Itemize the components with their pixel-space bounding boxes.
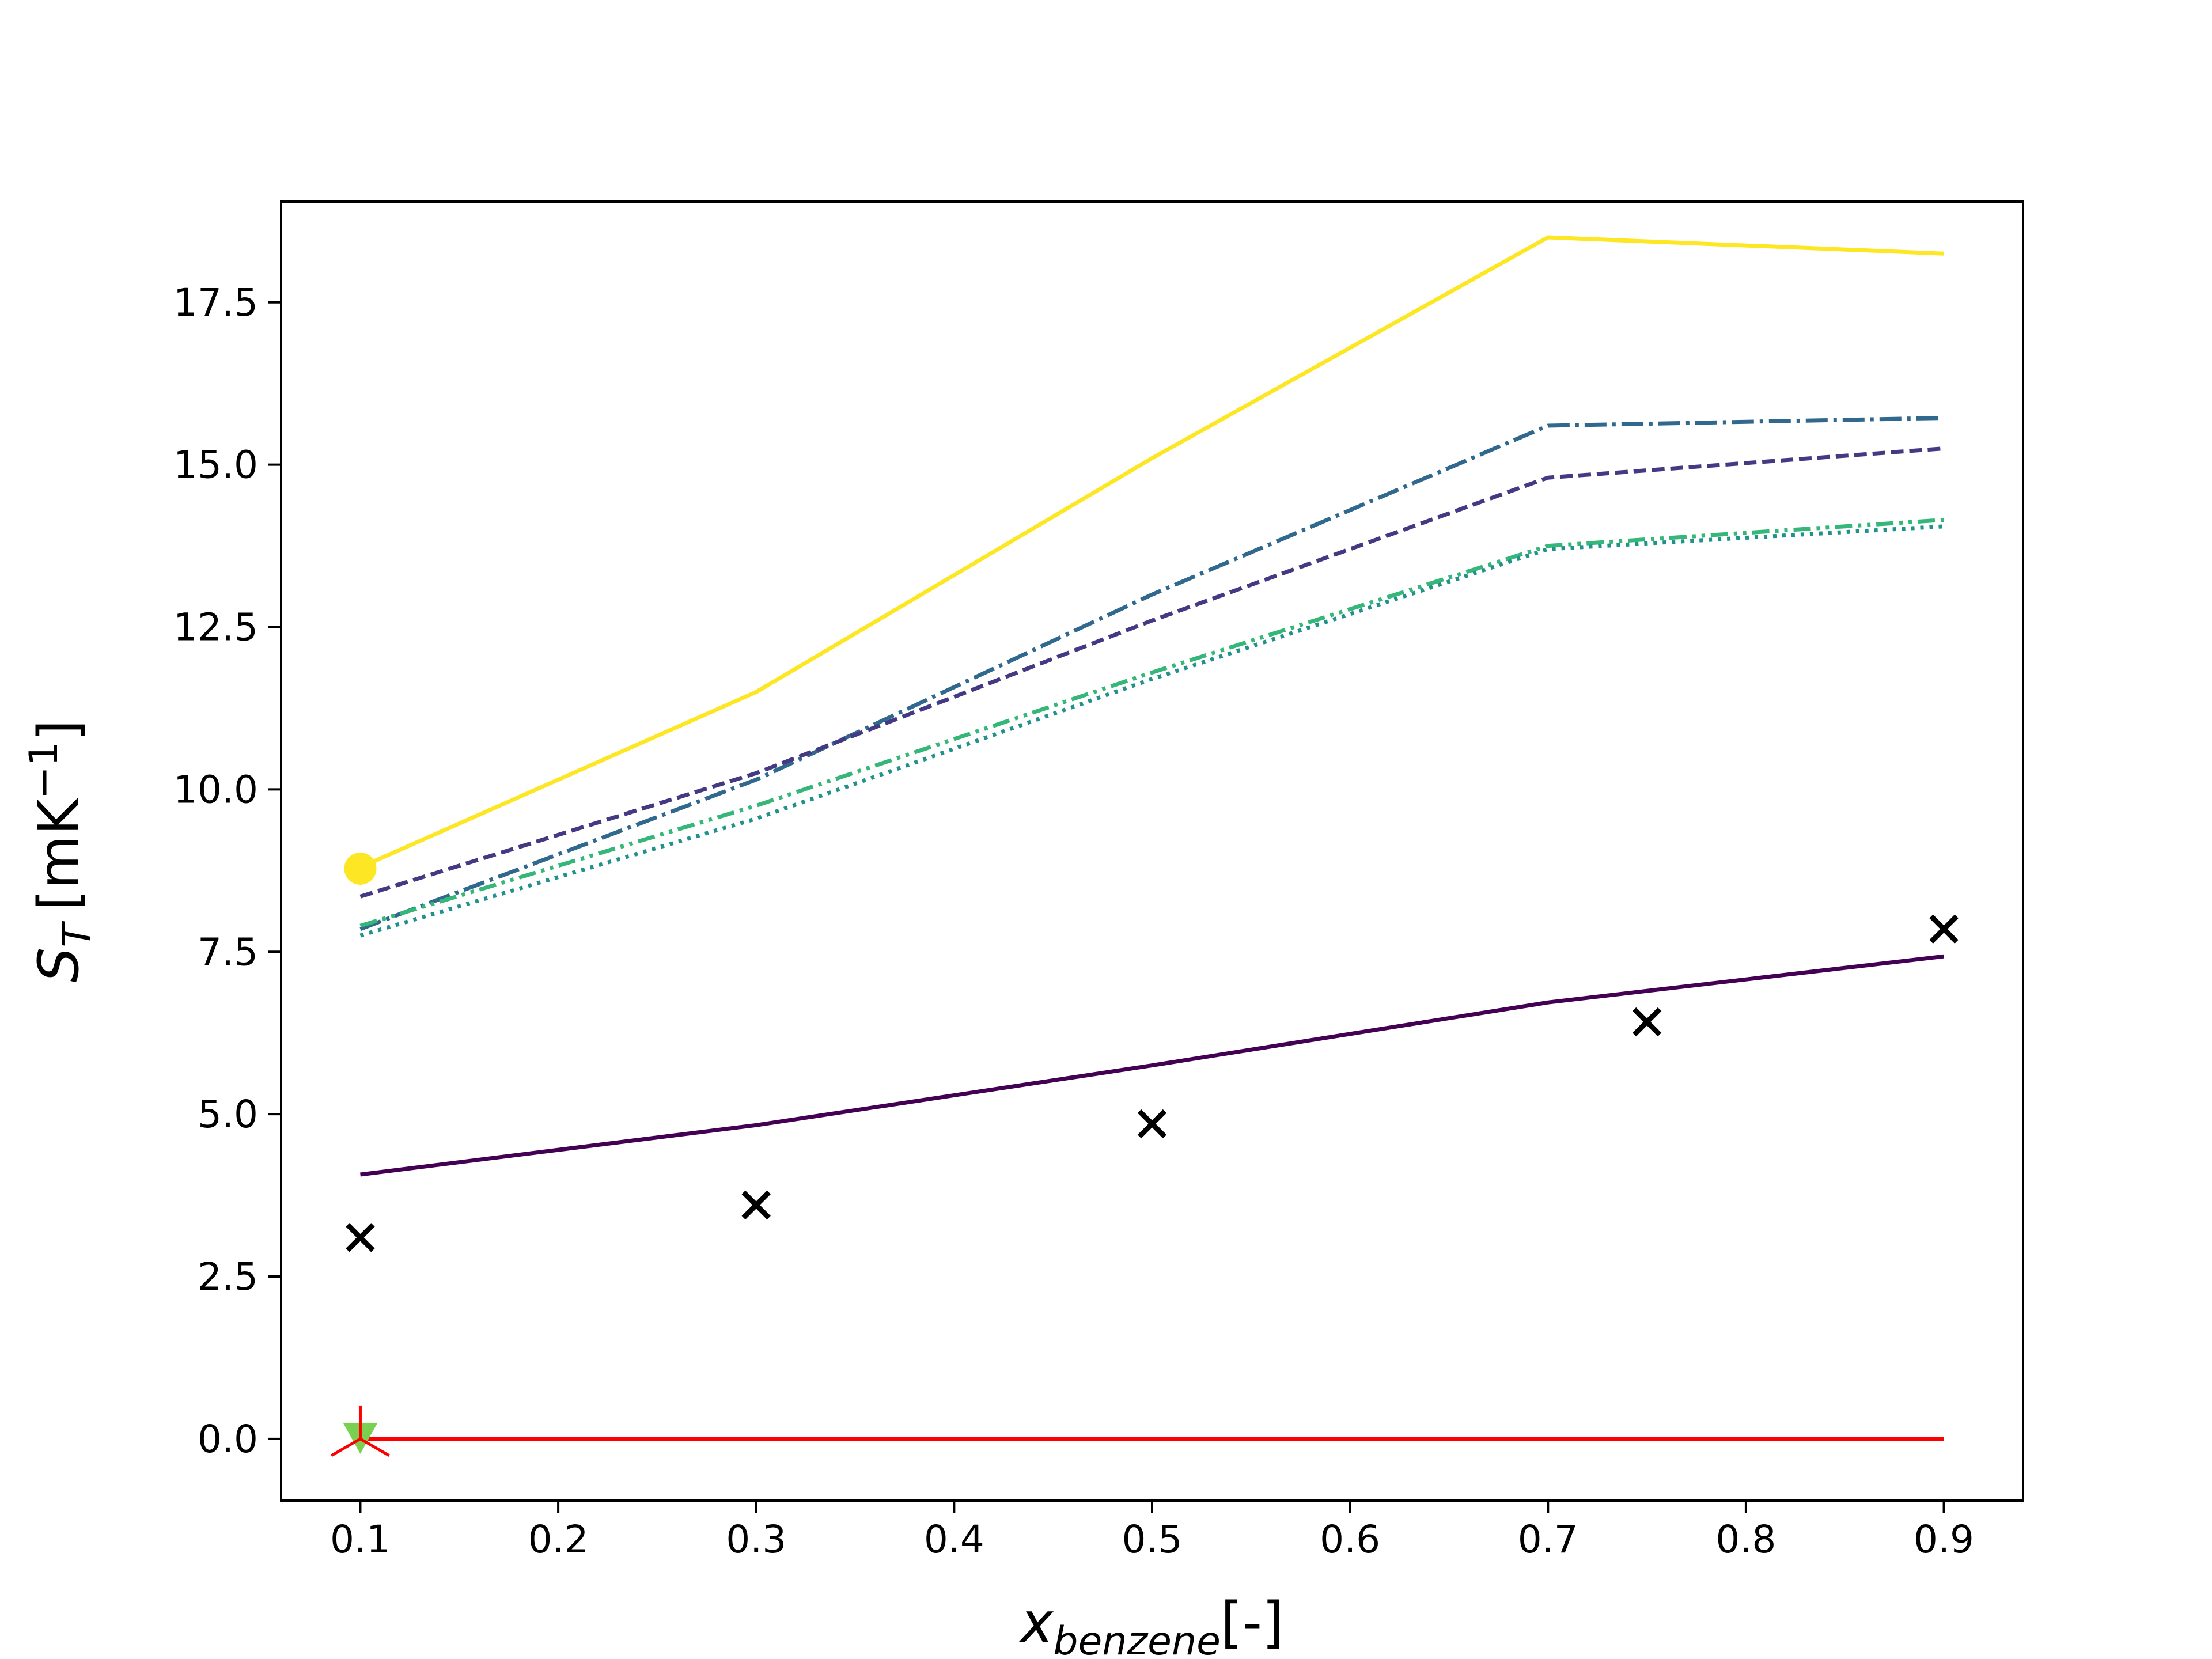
y-tick-label: 5.0 — [198, 1092, 258, 1137]
data-point-x-marker — [1929, 914, 1959, 944]
data-point-x-marker — [1137, 1109, 1167, 1139]
y-axis-label-unit: [mK — [26, 798, 91, 911]
x-axis-label-main: x — [1019, 1590, 1054, 1655]
x-tick-label: 0.1 — [330, 1517, 391, 1562]
series-line — [360, 954, 1944, 1177]
data-point-tri-marker — [330, 1405, 390, 1457]
y-axis-label-superscript: −1 — [21, 741, 67, 799]
x-axis-label-subscript: benzene — [1053, 1619, 1221, 1659]
x-axis-label-unit: [-] — [1221, 1590, 1284, 1655]
y-axis-label-main: S — [26, 948, 91, 983]
y-axis-label: ST [mK−1] — [21, 719, 100, 982]
series-line — [359, 416, 1944, 931]
x-axis-ticks: 0.1 0.2 0.3 0.4 0.5 0.6 0.7 0.8 0.9 — [330, 1501, 1974, 1562]
y-tick-label: 10.0 — [173, 767, 258, 812]
x-tick-label: 0.7 — [1518, 1517, 1578, 1562]
series-line — [359, 518, 1944, 928]
marker-layer — [330, 852, 1959, 1457]
x-tick-label: 0.4 — [924, 1517, 984, 1562]
x-tick-label: 0.6 — [1320, 1517, 1380, 1562]
data-point-x-marker — [1632, 1007, 1662, 1037]
y-tick-label: 17.5 — [173, 281, 258, 325]
x-tick-label: 0.9 — [1914, 1517, 1974, 1562]
x-tick-label: 0.8 — [1715, 1517, 1776, 1562]
y-axis-label-close: ] — [26, 719, 91, 741]
x-axis-label: xbenzene[-] — [1019, 1590, 1284, 1659]
data-point-x-marker — [741, 1190, 771, 1220]
y-tick-label: 0.0 — [198, 1417, 258, 1461]
y-tick-label: 2.5 — [198, 1255, 258, 1299]
y-tick-label: 12.5 — [173, 605, 258, 650]
series-line — [359, 446, 1944, 899]
y-axis-label-subscript: T — [55, 921, 100, 948]
x-tick-label: 0.2 — [528, 1517, 589, 1562]
series-layer — [359, 235, 1944, 1441]
series-line — [359, 524, 1944, 938]
data-point-x-marker — [346, 1223, 375, 1252]
series-line — [359, 235, 1944, 869]
data-point-circle-marker — [344, 852, 377, 885]
y-tick-label: 7.5 — [198, 930, 258, 974]
y-tick-label: 15.0 — [173, 443, 258, 487]
x-tick-label: 0.3 — [726, 1517, 786, 1562]
y-axis-ticks: 0.0 2.5 5.0 7.5 10.0 12.5 15.0 17.5 — [173, 281, 281, 1461]
x-tick-label: 0.5 — [1122, 1517, 1183, 1562]
